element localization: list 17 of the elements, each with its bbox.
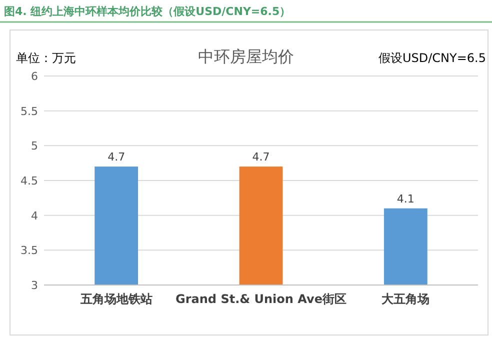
- y-tick-label: 3: [31, 279, 38, 292]
- x-tick-label: Grand St.& Union Ave街区: [176, 292, 346, 306]
- y-tick-label: 6: [31, 70, 38, 83]
- text: 假设USD/CNY=6.5: [378, 51, 486, 65]
- y-tick-label: 5.5: [20, 104, 38, 118]
- x-tick-label: 大五角场: [382, 292, 430, 306]
- data-label: 4.7: [252, 150, 270, 164]
- y-tick-label: 4.5: [20, 174, 38, 188]
- y-tick-label: 3.5: [20, 244, 38, 258]
- x-tick-label: 五角场地铁站: [79, 292, 152, 306]
- data-label: 4.1: [396, 192, 414, 206]
- y-tick-label: 4: [31, 209, 38, 222]
- data-label: 4.7: [108, 150, 126, 164]
- chart-title: 图4. 纽约上海中环样本均价比较（假设USD/CNY=6.5）: [4, 5, 291, 18]
- y-tick-label: 5: [31, 140, 38, 153]
- chart-subtitle: 中环房屋均价: [198, 47, 294, 66]
- text: 单位：万元: [16, 51, 76, 65]
